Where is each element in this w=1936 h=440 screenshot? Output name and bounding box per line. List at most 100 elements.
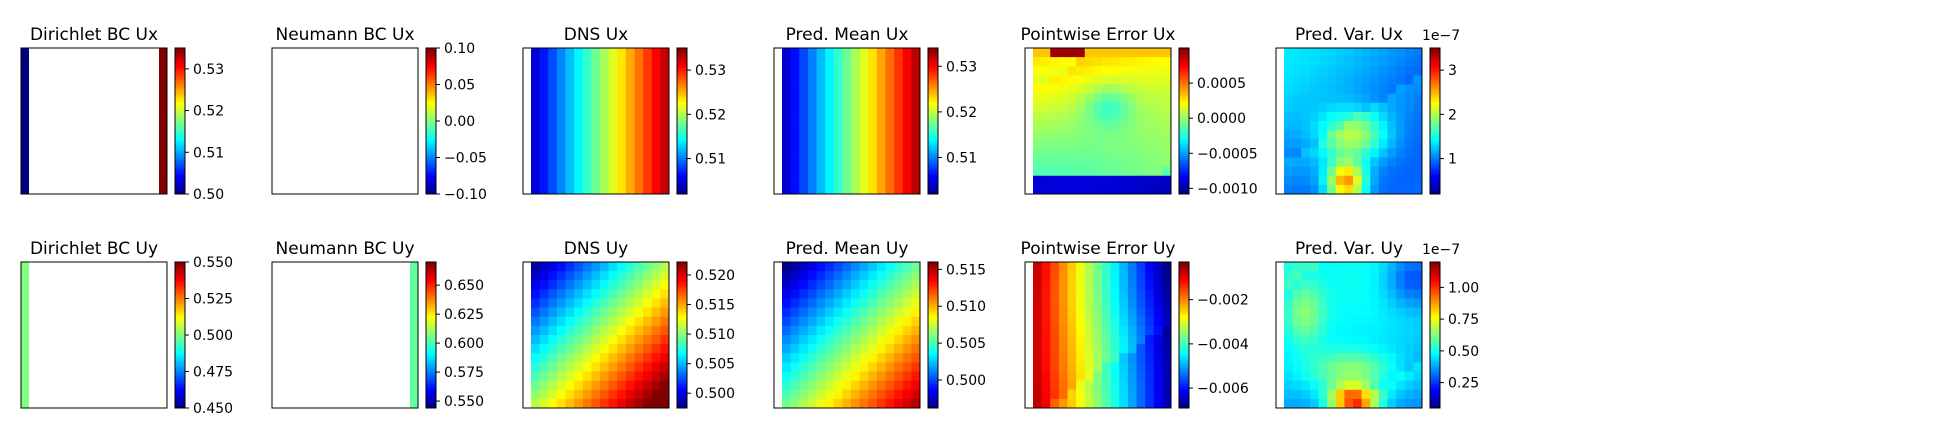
heatmap-cell — [565, 389, 575, 400]
colorbar-segment — [1179, 395, 1189, 399]
heatmap-cell — [1309, 75, 1319, 85]
heatmap-cell — [894, 398, 904, 409]
heatmap-cell — [660, 262, 670, 272]
heatmap-cell — [1413, 57, 1423, 67]
heatmap-cell — [1396, 262, 1406, 272]
heatmap-cell — [1084, 371, 1094, 382]
heatmap-cell — [1378, 84, 1388, 95]
heatmap-cell — [1119, 130, 1129, 140]
heatmap-cell — [790, 298, 800, 309]
colorbar-segment — [928, 62, 938, 66]
heatmap-cell — [625, 262, 635, 272]
colorbar-segment — [928, 373, 938, 377]
heatmap-cell — [1127, 307, 1137, 318]
heatmap-cell — [1309, 289, 1319, 299]
colorbar-segment — [928, 298, 938, 302]
colorbar-segment — [1430, 303, 1440, 307]
heatmap-cell — [539, 102, 549, 113]
heatmap-cell — [539, 389, 549, 400]
heatmap-cell — [1050, 48, 1060, 58]
heatmap-cell — [1102, 48, 1112, 58]
colorbar-segment — [928, 376, 938, 380]
heatmap-cell — [1353, 111, 1363, 122]
heatmap-cell — [1370, 148, 1380, 158]
colorbar-segment — [677, 359, 687, 363]
heatmap-cell — [625, 157, 635, 168]
heatmap-cell — [1292, 371, 1302, 382]
heatmap-cell — [1136, 344, 1146, 354]
heatmap-cell — [1378, 184, 1388, 195]
heatmap-cell — [1413, 184, 1423, 195]
heatmap-cell — [1344, 130, 1354, 140]
heatmap-cell — [1301, 325, 1311, 336]
colorbar-segment — [1430, 169, 1440, 173]
heatmap-cell — [1387, 398, 1397, 409]
colorbar-segment — [1430, 330, 1440, 334]
heatmap-cell — [1413, 380, 1423, 391]
heatmap-cell — [1136, 148, 1146, 158]
heatmap-cell — [842, 48, 852, 58]
heatmap-cell — [1387, 298, 1397, 309]
colorbar-segment — [1179, 361, 1189, 365]
heatmap-cell — [868, 84, 878, 95]
colorbar-segment — [928, 79, 938, 83]
colorbar-segment — [928, 133, 938, 137]
colorbar-segment — [1430, 145, 1440, 149]
colorbar-segment — [1430, 386, 1440, 390]
heatmap-cell — [1387, 325, 1397, 336]
heatmap-cell — [1335, 57, 1345, 67]
heatmap-cell — [1136, 57, 1146, 67]
heatmap-cell — [582, 175, 592, 186]
heatmap-cell — [807, 139, 817, 149]
heatmap-cell — [1318, 93, 1328, 104]
heatmap-cell — [1284, 111, 1294, 122]
heatmap-cell — [816, 130, 826, 140]
heatmap-cell — [1378, 157, 1388, 168]
colorbar-segment — [175, 322, 185, 326]
heatmap-cell — [816, 362, 826, 372]
heatmap-cell — [1387, 371, 1397, 382]
heatmap-cell — [842, 102, 852, 113]
heatmap-cell — [1058, 362, 1068, 372]
heatmap-cell — [1387, 307, 1397, 318]
heatmap-cell — [1136, 139, 1146, 149]
heatmap-cell — [1102, 184, 1112, 195]
heatmap-cell — [1102, 102, 1112, 113]
heatmap-cell — [1404, 380, 1414, 391]
colorbar-segment — [175, 381, 185, 385]
colorbar-segment — [928, 264, 938, 268]
colorbar-segment — [1430, 339, 1440, 343]
heatmap-cell — [565, 139, 575, 149]
heatmap-cell — [1084, 84, 1094, 95]
heatmap-cell — [548, 389, 558, 400]
heatmap-cell — [1284, 57, 1294, 67]
colorbar-segment — [677, 308, 687, 312]
heatmap-cell — [1404, 335, 1414, 345]
heatmap-cell — [842, 75, 852, 85]
colorbar-segment — [1430, 130, 1440, 134]
heatmap-cell — [825, 57, 835, 67]
heatmap-cell — [833, 111, 843, 122]
colorbar-segment — [928, 130, 938, 134]
heatmap-cell — [1370, 353, 1380, 363]
heatmap-cell — [816, 102, 826, 113]
heatmap-cell — [651, 307, 661, 318]
colorbar-segment — [1179, 96, 1189, 100]
colorbar-segment — [1179, 373, 1189, 377]
colorbar-segment — [175, 371, 185, 375]
colorbar-segment — [175, 405, 185, 409]
heatmap-cell — [1136, 166, 1146, 177]
heatmap-cell — [1344, 298, 1354, 309]
colorbar: 0.100.050.00−0.05−0.10 — [425, 41, 487, 203]
heatmap-cell — [582, 353, 592, 363]
heatmap-cell — [548, 325, 558, 336]
colorbar-segment — [677, 393, 687, 397]
heatmap-cell — [885, 325, 895, 336]
colorbar-segment — [175, 179, 185, 183]
colorbar-segment — [426, 128, 436, 132]
heatmap-cell — [842, 353, 852, 363]
colorbar-segment — [677, 101, 687, 105]
